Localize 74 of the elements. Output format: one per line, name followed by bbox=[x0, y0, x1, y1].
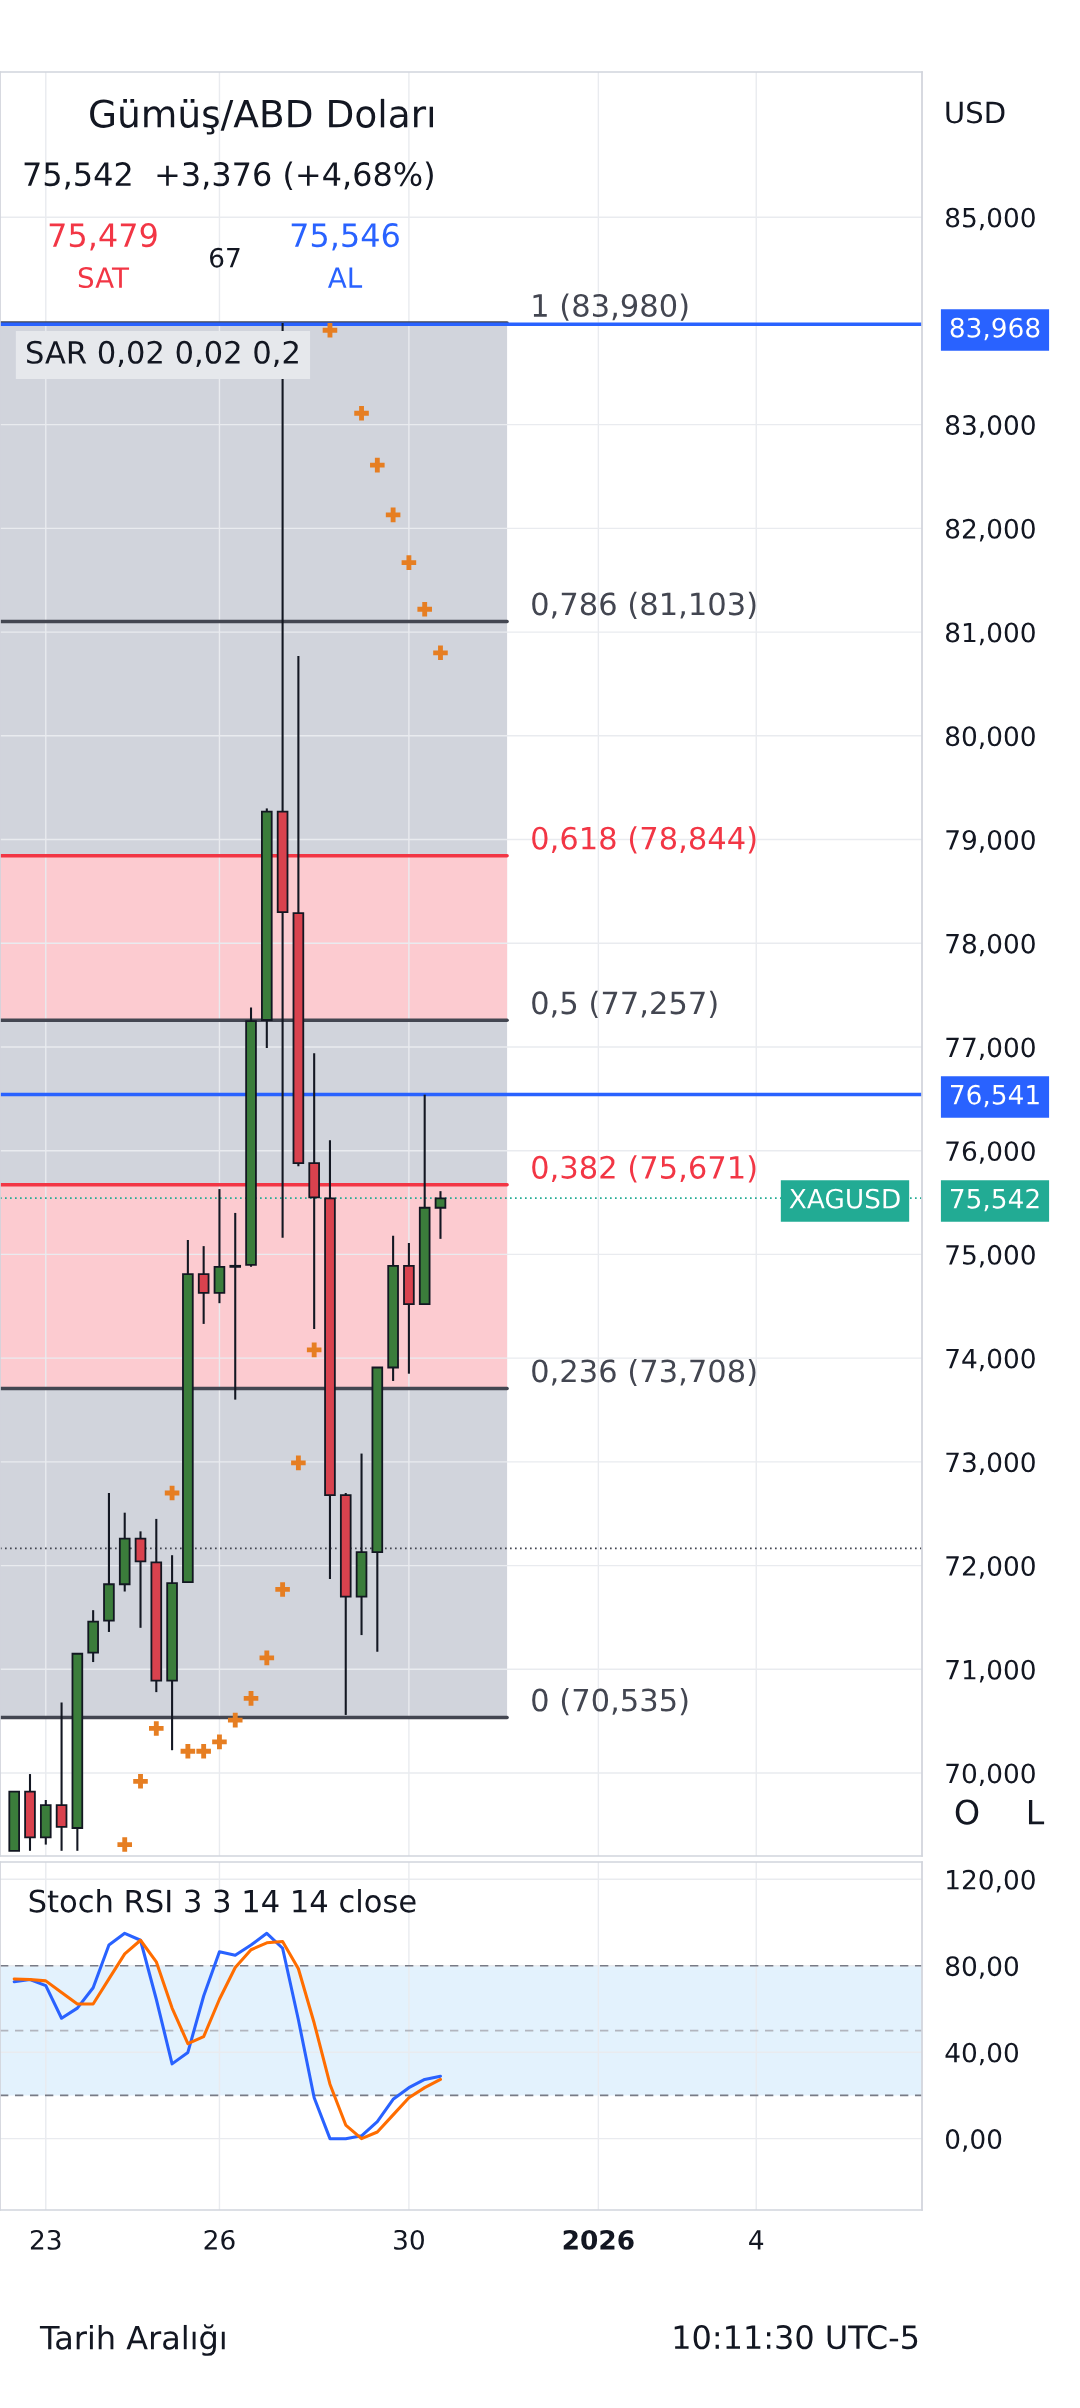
y-tick-label: 81,000 bbox=[946, 622, 1035, 646]
point bbox=[370, 457, 385, 473]
x-tick-label: 2026 bbox=[563, 2229, 634, 2250]
point bbox=[149, 1721, 164, 1736]
point bbox=[212, 1734, 227, 1750]
annotation: AL bbox=[327, 267, 363, 288]
y-tick-label: 72,000 bbox=[946, 1556, 1035, 1579]
text: 75,542 +3,376 (+4,68%) bbox=[24, 161, 433, 191]
text: 83,968 bbox=[950, 317, 1040, 341]
point bbox=[275, 1582, 290, 1597]
y-tick-label: 76,000 bbox=[946, 1141, 1035, 1164]
annotation: SAT bbox=[78, 267, 130, 289]
annotation: XAGUSD bbox=[789, 1188, 900, 1209]
y-tick-label: 80,00 bbox=[946, 1956, 1019, 1979]
y-tick-label: 71,000 bbox=[946, 1659, 1035, 1683]
ref-line-label: 0,5 (77,257) bbox=[532, 990, 717, 1018]
point bbox=[259, 1650, 275, 1666]
annotation: 75,546 bbox=[291, 223, 399, 251]
text: 76,541 bbox=[951, 1084, 1039, 1108]
point bbox=[133, 1774, 148, 1789]
x-tick-label: 30 bbox=[394, 2229, 424, 2250]
point bbox=[306, 1342, 322, 1358]
point bbox=[433, 645, 448, 661]
candlestick bbox=[197, 1245, 210, 1325]
annotation: 75,479 bbox=[49, 223, 157, 251]
point bbox=[164, 1485, 180, 1501]
point bbox=[417, 601, 432, 617]
ref-line-label: 0,236 (73,708) bbox=[532, 1358, 756, 1387]
y-tick-label: 78,000 bbox=[946, 933, 1035, 957]
y-tick-label: 83,000 bbox=[946, 415, 1035, 438]
annotation: 67 bbox=[210, 247, 240, 268]
text: Gümüş/ABD Doları bbox=[90, 98, 434, 135]
y-tick-label: 75,000 bbox=[946, 1244, 1035, 1268]
y-tick-label: 0,00 bbox=[945, 2129, 1002, 2152]
text: Stoch RSI 3 3 14 14 close bbox=[29, 1888, 416, 1913]
point bbox=[117, 1837, 133, 1852]
ref-line-label: 0 (70,535) bbox=[532, 1687, 688, 1716]
y-tick-label: 120,00 bbox=[947, 1869, 1035, 1893]
text: 75,542 bbox=[951, 1188, 1039, 1212]
candlestick bbox=[229, 1211, 242, 1401]
x-tick-label: 23 bbox=[30, 2229, 61, 2250]
candlestick bbox=[55, 1701, 68, 1852]
x-tick-label: 26 bbox=[204, 2229, 235, 2250]
y-tick-label: 79,000 bbox=[946, 829, 1035, 853]
ref-line-label: 1 (83,980) bbox=[533, 293, 688, 321]
y-tick-label: 82,000 bbox=[946, 518, 1035, 542]
point bbox=[385, 507, 401, 523]
point bbox=[227, 1712, 243, 1728]
text: L bbox=[1028, 1799, 1045, 1825]
y-tick-label: 74,000 bbox=[946, 1348, 1035, 1372]
point bbox=[354, 405, 369, 421]
candlestick bbox=[134, 1530, 147, 1629]
x-tick-label: 4 bbox=[749, 2230, 764, 2250]
y-tick-label: 77,000 bbox=[946, 1037, 1035, 1061]
text: Tarih Aralığı bbox=[39, 2324, 225, 2356]
text: USD bbox=[946, 101, 1005, 124]
y-tick-label: 80,000 bbox=[946, 726, 1035, 749]
ref-line-label: 0,618 (78,844) bbox=[532, 826, 756, 854]
text: O bbox=[955, 1799, 979, 1825]
y-tick-label: 85,000 bbox=[946, 207, 1035, 231]
point bbox=[401, 555, 417, 570]
annotation: SAR 0,02 0,02 0,2 bbox=[27, 340, 298, 367]
point bbox=[196, 1743, 211, 1759]
y-tick-label: 40,00 bbox=[945, 2042, 1019, 2066]
ref-line-label: 0,786 (81,103) bbox=[532, 591, 756, 620]
point bbox=[291, 1455, 306, 1471]
y-tick-label: 70,000 bbox=[946, 1763, 1035, 1787]
point bbox=[180, 1743, 196, 1759]
point bbox=[243, 1691, 259, 1706]
y-tick-label: 73,000 bbox=[946, 1452, 1035, 1475]
text: 10:11:30 UTC-5 bbox=[674, 2325, 918, 2350]
candlestick bbox=[434, 1190, 447, 1240]
ref-line-label: 0,382 (75,671) bbox=[532, 1155, 756, 1183]
point bbox=[322, 322, 338, 338]
